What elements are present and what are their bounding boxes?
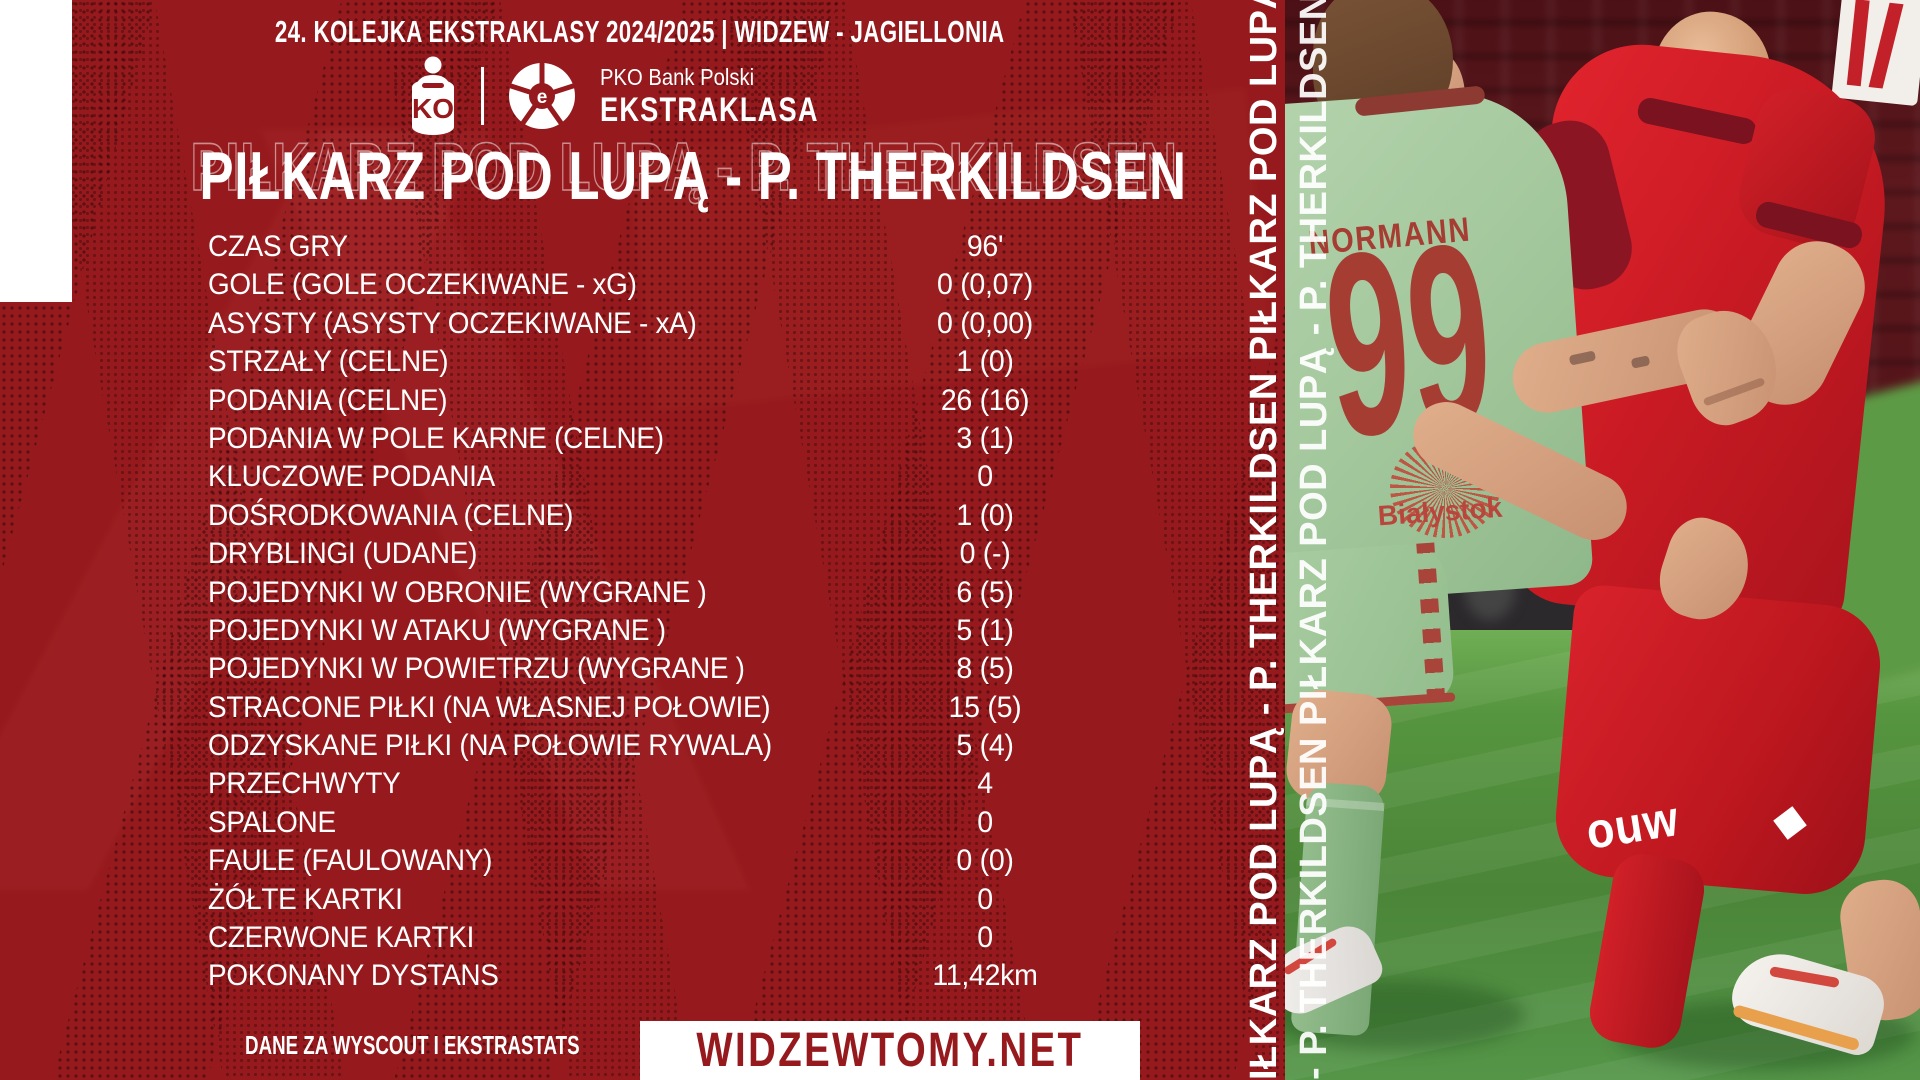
- tattoo-mark: [1568, 350, 1597, 366]
- stat-value: 0: [977, 460, 993, 494]
- stat-value: 1 (0): [956, 498, 1014, 532]
- source-note: DANE ZA WYSCOUT I EKSTRASTATS: [180, 1030, 640, 1061]
- stat-label: PODANIA (CELNE): [208, 383, 448, 417]
- stat-value: 6 (5): [956, 575, 1014, 609]
- stat-value: 0 (0,07): [937, 268, 1033, 302]
- stat-row: PODANIA (CELNE) 26 (16): [208, 382, 1168, 420]
- stat-row: POJEDYNKI W OBRONIE (WYGRANE ) 6 (5): [208, 574, 1168, 612]
- stat-label: GOLE (GOLE OCZEKIWANE - xG): [208, 268, 637, 302]
- stat-value: 11,42km: [932, 959, 1038, 993]
- stat-label: KLUCZOWE PODANIA: [208, 460, 495, 494]
- stat-row: GOLE (GOLE OCZEKIWANE - xG) 0 (0,07): [208, 266, 1168, 304]
- stat-row: KLUCZOWE PODANIA 0: [208, 458, 1168, 496]
- stats-list: CZAS GRY 96' GOLE (GOLE OCZEKIWANE - xG)…: [208, 228, 1168, 996]
- kappa-side-stripe: [1416, 542, 1446, 704]
- stat-value: 0: [977, 882, 993, 916]
- tattoo-mark: [1630, 355, 1651, 369]
- stat-value: 8 (5): [956, 652, 1014, 686]
- stat-value: 1 (0): [956, 345, 1014, 379]
- league-name-label: EKSTRAKLASA: [599, 90, 819, 129]
- stat-row: CZERWONE KARTKI 0: [208, 919, 1168, 957]
- stat-value: 0 (0,00): [937, 306, 1033, 340]
- match-photo: ouw NORMANN 99 Białystok: [1285, 0, 1920, 1080]
- stat-label: POKONANY DYSTANS: [208, 959, 499, 993]
- stat-value: 5 (1): [956, 613, 1014, 647]
- stat-row: POKONANY DYSTANS 11,42km: [208, 957, 1168, 995]
- stat-value: 26 (16): [940, 383, 1030, 417]
- svg-text:e: e: [537, 87, 548, 108]
- stat-label: STRACONE PIŁKI (NA WŁASNEJ POŁOWIE): [208, 690, 771, 724]
- stat-row: CZAS GRY 96': [208, 228, 1168, 266]
- stat-label: PRZECHWYTY: [208, 767, 401, 801]
- vertical-ticker-left-text: IŁKARZ POD LUPĄ - P. THERKILDSEN PIŁKARZ…: [1242, 0, 1286, 1080]
- stat-row: ŻÓŁTE KARTKI 0: [208, 881, 1168, 919]
- stat-label: POJEDYNKI W ATAKU (WYGRANE ): [208, 613, 666, 647]
- site-label: WIDZEWTOMY.NET: [696, 1024, 1084, 1077]
- stat-row: POJEDYNKI W ATAKU (WYGRANE ) 5 (1): [208, 612, 1168, 650]
- site-box: WIDZEWTOMY.NET: [640, 1021, 1140, 1080]
- pko-bank-logo-icon: KO: [407, 56, 459, 136]
- stat-row: ASYSTY (ASYSTY OCZEKIWANE - xA) 0 (0,00): [208, 305, 1168, 343]
- stat-label: FAULE (FAULOWANY): [208, 844, 493, 878]
- stat-value: 15 (5): [948, 690, 1022, 724]
- stat-value: 3 (1): [956, 421, 1014, 455]
- ekstraklasa-ball-icon: e: [506, 60, 578, 132]
- stat-row: ODZYSKANE PIŁKI (NA POŁOWIE RYWALA) 5 (4…: [208, 727, 1168, 765]
- stat-value: 4: [977, 767, 993, 801]
- page-title-outline: PIŁKARZ POD LUPĄ - P. THERKILDSEN: [190, 128, 1178, 206]
- svg-text:KO: KO: [412, 93, 454, 124]
- stat-row: DOŚRODKOWANIA (CELNE) 1 (0): [208, 497, 1168, 535]
- vertical-ticker-left: IŁKARZ POD LUPĄ - P. THERKILDSEN PIŁKARZ…: [1238, 0, 1286, 1080]
- vertical-ticker-right: - P. THERKILDSEN PIŁKARZ POD LUPĄ - P. T…: [1288, 0, 1336, 1080]
- stat-label: ASYSTY (ASYSTY OCZEKIWANE - xA): [208, 306, 697, 340]
- stat-row: PODANIA W POLE KARNE (CELNE) 3 (1): [208, 420, 1168, 458]
- jersey-front-patch: [1831, 0, 1920, 107]
- halftone-dots-overlay: [0, 0, 1285, 1080]
- stat-label: ŻÓŁTE KARTKI: [208, 882, 403, 916]
- stat-label: DRYBLINGI (UDANE): [208, 537, 478, 571]
- stat-value: 96': [966, 230, 1004, 263]
- stat-row: SPALONE 0: [208, 804, 1168, 842]
- halftone-dots-overlay: [0, 0, 1285, 1080]
- stat-row: FAULE (FAULOWANY) 0 (0): [208, 842, 1168, 880]
- stat-row: PRZECHWYTY 4: [208, 765, 1168, 803]
- page-title: PIŁKARZ POD LUPĄ - P. THERKILDSEN: [199, 138, 1187, 214]
- stat-row: POJEDYNKI W POWIETRZU (WYGRANE ) 8 (5): [208, 650, 1168, 688]
- stat-value: 0 (-): [959, 537, 1011, 571]
- league-sponsor-label: PKO Bank Polski: [599, 63, 754, 90]
- corner-white-strip: [0, 0, 72, 302]
- stat-row: STRZAŁY (CELNE) 1 (0): [208, 343, 1168, 381]
- stat-label: ODZYSKANE PIŁKI (NA POŁOWIE RYWALA): [208, 729, 772, 763]
- stat-label: STRZAŁY (CELNE): [208, 345, 449, 379]
- stat-label: DOŚRODKOWANIA (CELNE): [208, 498, 574, 532]
- logo-divider: [480, 67, 484, 125]
- stat-label: CZERWONE KARTKI: [208, 921, 475, 955]
- source-note-text: DANE ZA WYSCOUT I EKSTRASTATS: [245, 1030, 580, 1060]
- matchday-line: 24. KOLEJKA EKSTRAKLASY 2024/2025 | WIDZ…: [0, 14, 1280, 50]
- stat-label: CZAS GRY: [208, 230, 348, 263]
- stat-value: 5 (4): [956, 729, 1014, 763]
- stats-panel: 24. KOLEJKA EKSTRAKLASY 2024/2025 | WIDZ…: [0, 0, 1285, 1080]
- league-logos: KO e PKO Ba: [0, 54, 1280, 138]
- stat-label: POJEDYNKI W OBRONIE (WYGRANE ): [208, 575, 707, 609]
- stat-value: 0: [977, 921, 993, 955]
- stat-row: DRYBLINGI (UDANE) 0 (-): [208, 535, 1168, 573]
- stat-label: PODANIA W POLE KARNE (CELNE): [208, 421, 664, 455]
- stat-value: 0: [977, 805, 993, 839]
- league-wordmark: PKO Bank Polski EKSTRAKLASA: [599, 63, 873, 129]
- page-title-wrap: PIŁKARZ POD LUPĄ - P. THERKILDSEN PIŁKAR…: [35, 128, 1285, 218]
- stat-row: STRACONE PIŁKI (NA WŁASNEJ POŁOWIE) 15 (…: [208, 689, 1168, 727]
- stat-value: 0 (0): [956, 844, 1014, 878]
- stat-label: POJEDYNKI W POWIETRZU (WYGRANE ): [208, 652, 745, 686]
- stat-label: SPALONE: [208, 805, 336, 839]
- matchday-text: 24. KOLEJKA EKSTRAKLASY 2024/2025 | WIDZ…: [275, 14, 1005, 49]
- vertical-ticker-right-text: - P. THERKILDSEN PIŁKARZ POD LUPĄ - P. T…: [1292, 0, 1336, 1080]
